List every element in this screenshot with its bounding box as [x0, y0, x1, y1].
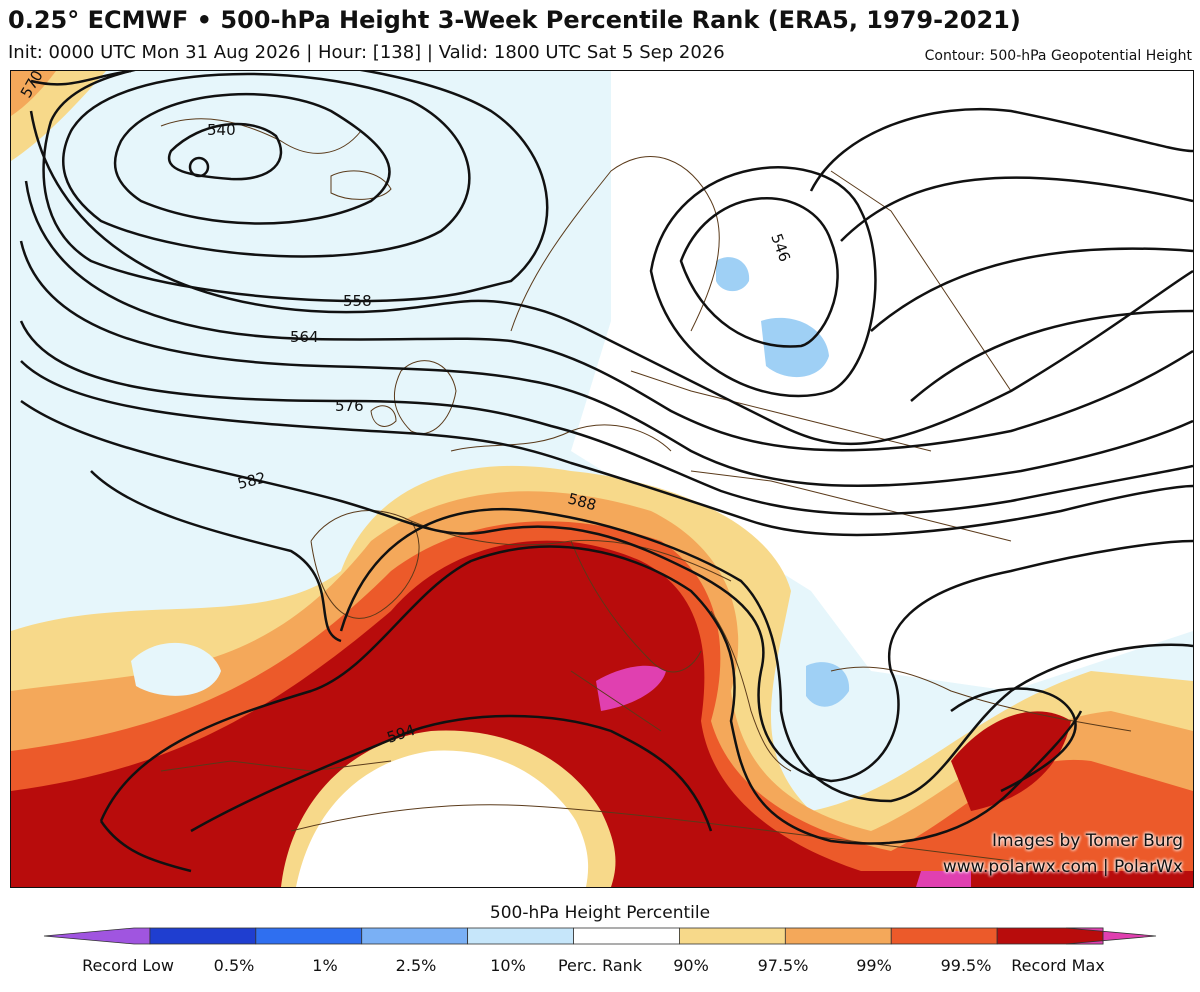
legend-title: 500-hPa Height Percentile	[489, 903, 711, 923]
legend-label: Record Low	[82, 956, 174, 975]
credit-author: Images by Tomer Burg	[992, 831, 1183, 851]
legend-label: Record Max	[1011, 956, 1105, 975]
colorbar-segment	[149, 927, 257, 945]
contour-label: 576	[335, 397, 364, 415]
contour-note: Contour: 500-hPa Geopotential Height	[924, 48, 1192, 64]
legend-label: 99%	[856, 956, 892, 975]
map-title: 0.25° ECMWF • 500-hPa Height 3-Week Perc…	[8, 6, 1021, 34]
map-frame: 570 540 546 558 564 576 582 588 594 Imag…	[10, 70, 1194, 888]
contour-label: 540	[207, 121, 236, 139]
colorbar-segment	[1065, 927, 1157, 945]
legend-label: 1%	[312, 956, 338, 975]
coastlines	[160, 118, 1132, 862]
legend-label: 2.5%	[395, 956, 437, 975]
legend-label: 10%	[490, 956, 526, 975]
height-contours	[19, 71, 1193, 873]
credit-website: www.polarwx.com | PolarWx	[942, 857, 1183, 877]
colorbar-segment	[784, 927, 892, 945]
legend-colorbar	[43, 927, 1157, 945]
colorbar-segment	[255, 927, 363, 945]
legend-label: 90%	[673, 956, 709, 975]
contour-label: 564	[290, 328, 319, 346]
legend-label: 0.5%	[213, 956, 255, 975]
legend-labels: Record Low 0.5% 1% 2.5% 10% Perc. Rank 9…	[0, 956, 1200, 980]
colorbar-segment	[679, 927, 786, 945]
legend-label: Perc. Rank	[557, 956, 643, 975]
colorbar-segment	[467, 927, 574, 945]
colorbar-segment	[996, 927, 1104, 945]
colorbar-segment	[43, 927, 151, 945]
map-subtitle: Init: 0000 UTC Mon 31 Aug 2026 | Hour: […	[8, 42, 725, 63]
contour-label: 558	[343, 292, 372, 310]
map-canvas: 570 540 546 558 564 576 582 588 594	[11, 71, 1193, 887]
colorbar-segment	[573, 927, 680, 945]
legend-label: 99.5%	[940, 956, 992, 975]
percentile-shading	[11, 71, 1193, 887]
colorbar-segment	[361, 927, 469, 945]
colorbar-segment	[890, 927, 998, 945]
legend-label: 97.5%	[757, 956, 809, 975]
